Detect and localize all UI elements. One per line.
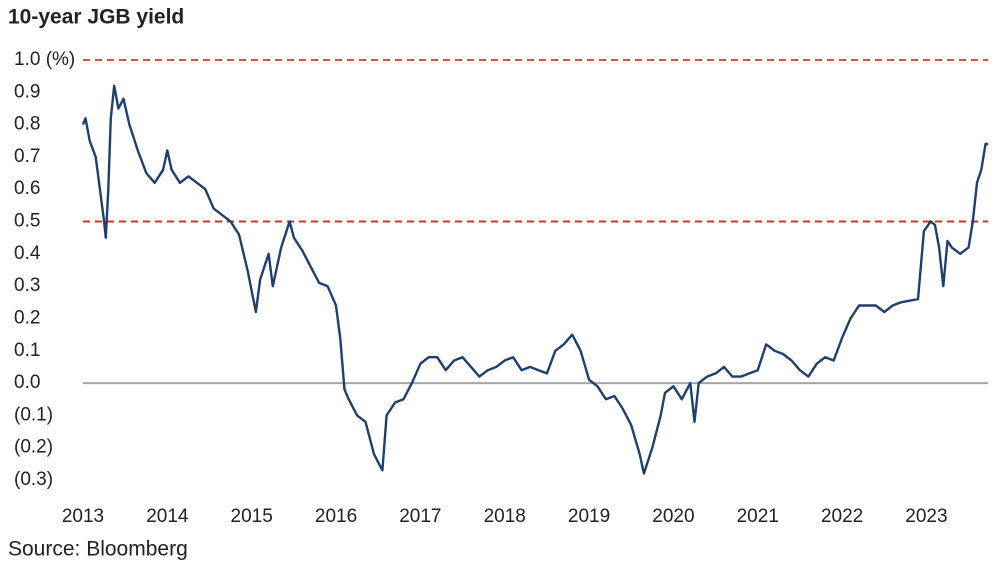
y-tick-label: 0.5 — [14, 211, 40, 232]
x-tick-label: 2021 — [737, 506, 779, 527]
x-tick-label: 2022 — [821, 506, 863, 527]
x-tick-label: 2015 — [231, 506, 273, 527]
source-note: Source: Bloomberg — [8, 538, 188, 561]
y-tick-label: 0.1 — [14, 340, 40, 361]
y-tick-label: 0.6 — [14, 178, 40, 199]
x-tick-label: 2017 — [399, 506, 441, 527]
yield-line — [81, 84, 988, 475]
x-tick-label: 2023 — [905, 506, 947, 527]
x-tick-label: 2014 — [146, 506, 189, 527]
x-tick-label: 2018 — [484, 506, 526, 527]
y-tick-label: (0.1) — [14, 404, 53, 425]
y-tick-label: 0.2 — [14, 307, 40, 328]
chart-title: 10-year JGB yield — [8, 6, 184, 29]
y-tick-label: 0.9 — [14, 81, 40, 102]
y-tick-label: 0.4 — [14, 243, 41, 264]
y-tick-label: (0.3) — [14, 469, 53, 490]
x-tick-label: 2019 — [568, 506, 610, 527]
x-tick-label: 2013 — [62, 506, 104, 527]
y-tick-label: 0.8 — [14, 114, 40, 135]
y-tick-label: 0.3 — [14, 275, 40, 296]
y-tick-label: 0.7 — [14, 146, 40, 167]
x-tick-label: 2020 — [652, 506, 694, 527]
y-tick-label: 0.0 — [14, 372, 40, 393]
y-tick-label: 1.0 (%) — [14, 49, 75, 70]
x-tick-label: 2016 — [315, 506, 357, 527]
y-tick-label: (0.2) — [14, 437, 53, 458]
